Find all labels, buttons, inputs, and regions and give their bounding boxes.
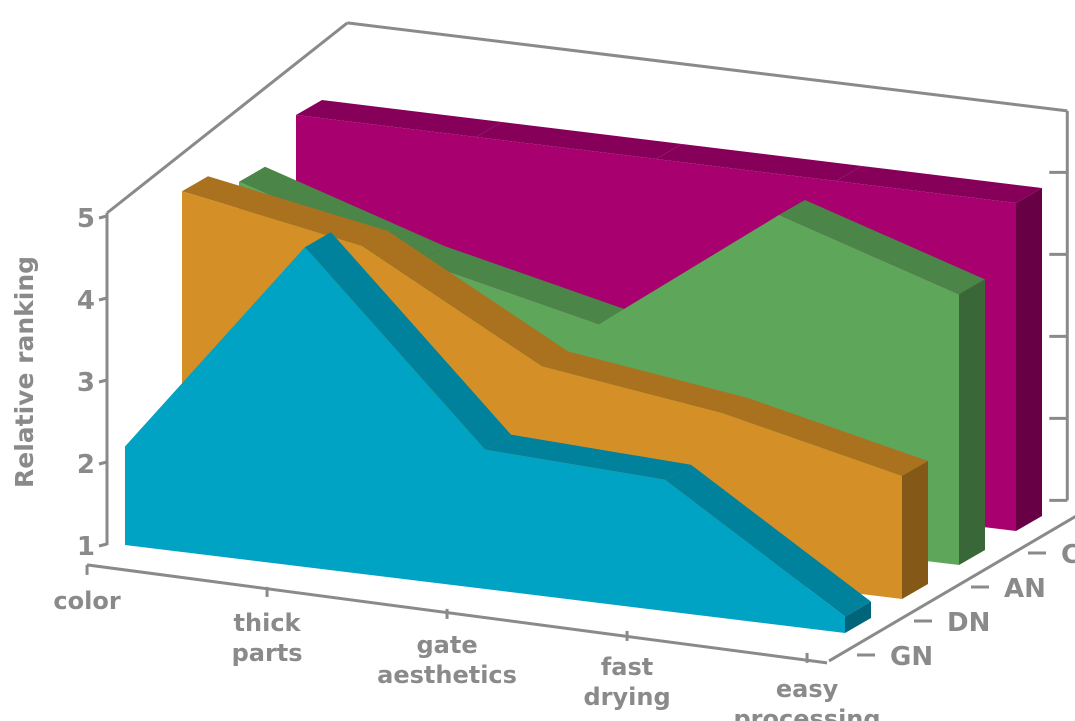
series-GN-top-face [665, 464, 871, 617]
x-tick-label-line: gate [416, 631, 477, 659]
series-GN-end-face [845, 601, 871, 633]
y-tick-label: 5 [77, 204, 95, 234]
series-DN-top-face [542, 351, 748, 413]
x-tick-label-line: fast [601, 653, 653, 681]
x-axis-line [86, 563, 828, 665]
y-tick-mark [98, 460, 108, 466]
series-CN-top-face [836, 166, 1042, 203]
series-AN-top-face [779, 200, 985, 295]
series-GN-top-face [305, 232, 511, 450]
series-CN-top-face [656, 144, 862, 181]
series-AN-top-face [419, 246, 625, 325]
series-ribbons [125, 100, 1042, 633]
series-GN-area [125, 247, 845, 633]
y-tick-label: 1 [77, 532, 95, 562]
series-axis-label: GN [890, 642, 933, 672]
y-tick-mark [98, 542, 108, 548]
y-tick-mark [98, 378, 108, 384]
series-CN-top-face [476, 122, 682, 159]
x-tick-label-line: drying [583, 683, 670, 711]
x-tick-label: thick parts [232, 609, 303, 667]
series-CN-end-face [1016, 188, 1042, 531]
x-tick-label-line: processing [734, 705, 881, 721]
y-tick-mark [98, 214, 108, 220]
series-axis-label: CN [1061, 540, 1075, 570]
series-axis-label: DN [947, 608, 990, 638]
x-tick-label: fast drying [583, 653, 670, 711]
series-DN-top-face [182, 176, 388, 246]
left-wall-top-edge [106, 21, 349, 215]
y-tick-label: 2 [77, 450, 95, 480]
series-GN-top-face [485, 434, 691, 480]
x-tick-label-line: aesthetics [377, 661, 517, 689]
series-DN-end-face [902, 461, 928, 599]
x-tick-label: easy processing [734, 675, 881, 721]
series-DN-top-face [722, 398, 928, 476]
y-tick-label: 4 [77, 286, 95, 316]
chart-frame [86, 21, 1075, 665]
series-CN-top-face [296, 100, 502, 137]
y-tick-mark [98, 296, 108, 302]
series-AN-end-face [959, 279, 985, 565]
x-tick-label-line: parts [232, 639, 303, 667]
depth-axis-line [828, 515, 1075, 663]
series-axis-label: AN [1004, 574, 1046, 604]
axis-labels: 1 2 3 4 5 Relative ranking color thick parts gate… [10, 204, 1075, 721]
x-tick-label: color [53, 587, 120, 615]
back-wall-top-edge [347, 21, 1068, 113]
x-tick-label-line: easy [776, 675, 839, 703]
y-axis-title: Relative ranking [10, 256, 39, 488]
series-DN-top-face [362, 231, 568, 367]
x-tick-label-line: thick [234, 609, 302, 637]
x-tick-label-line: color [53, 587, 120, 615]
y-tick-label: 3 [77, 368, 95, 398]
series-GN [125, 232, 871, 633]
x-tick-label: gate aesthetics [377, 631, 517, 689]
